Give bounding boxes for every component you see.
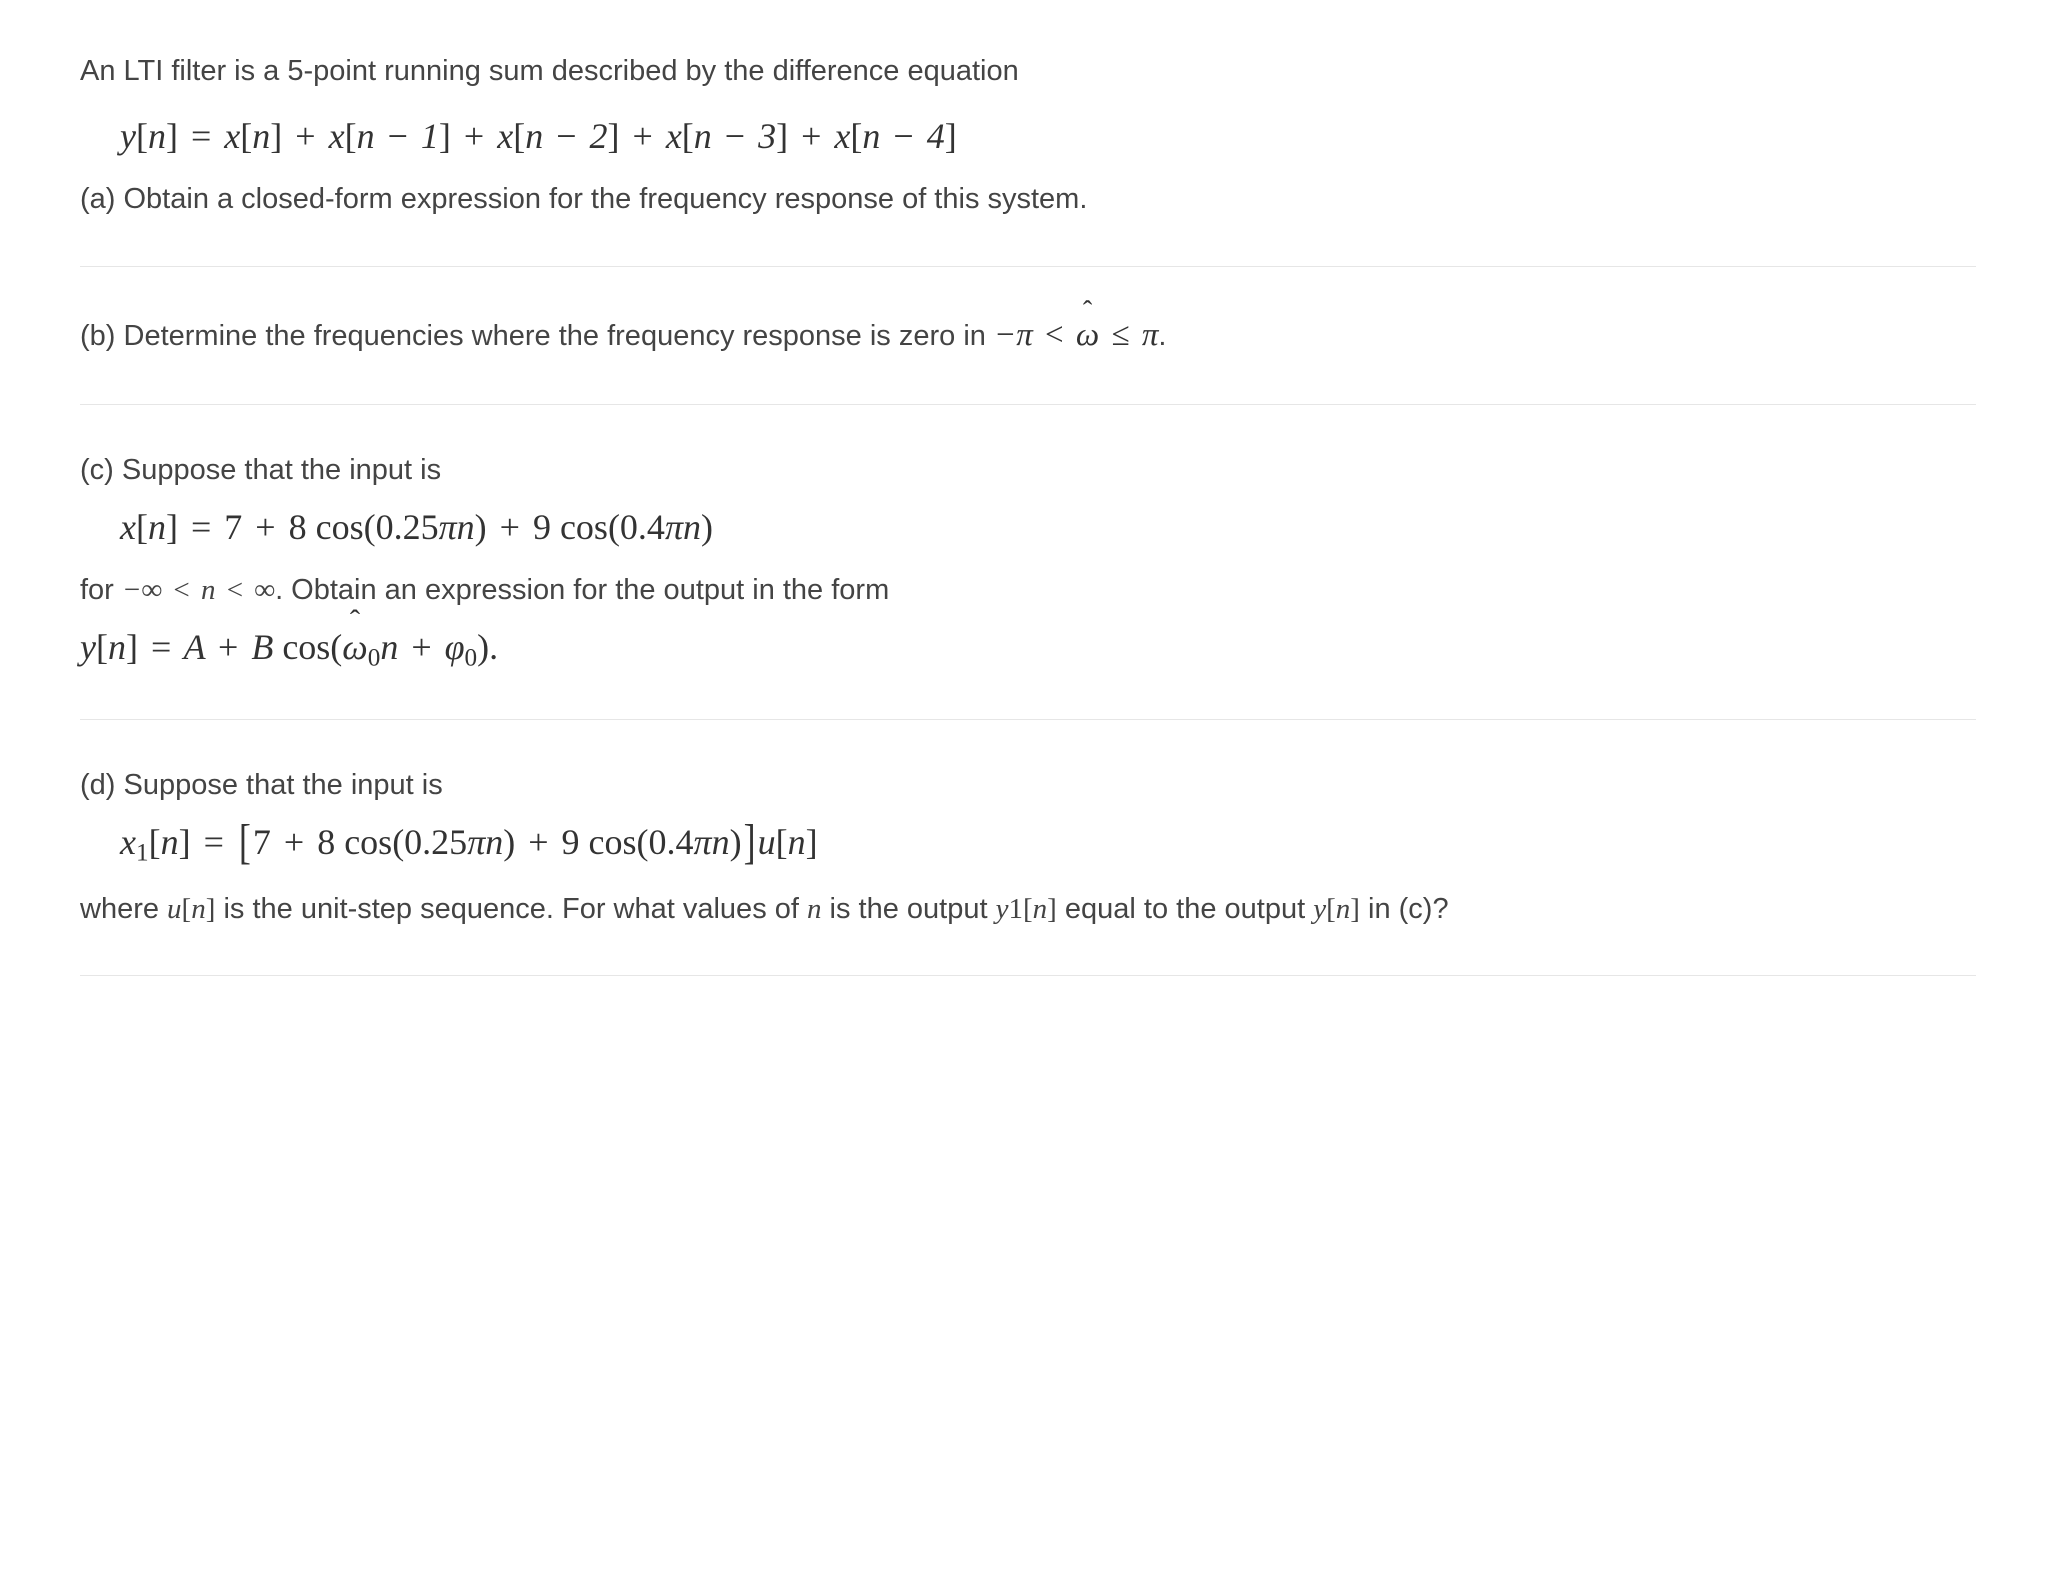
equation-difference: y[n] = x[n] + x[n − 1] + x[n − 2] + x[n … — [120, 112, 1976, 161]
part-d-tail: where u[n] is the unit-step sequence. Fo… — [80, 888, 1976, 932]
part-b-math: −π < ωˆ ≤ π — [994, 317, 1158, 353]
part-a-text: (a) Obtain a closed-form expression for … — [80, 178, 1976, 222]
separator-a-b — [80, 266, 1976, 267]
part-c-for-prefix: for — [80, 574, 122, 606]
part-d-tail-4: equal to the output — [1057, 893, 1313, 925]
part-d-tail-1: where — [80, 893, 167, 925]
part-d-tail-2: is the unit-step sequence. For what valu… — [215, 893, 807, 925]
equation-c-input: x[n] = 7 + 8 cos(0.25πn) + 9 cos(0.4πn) — [120, 503, 1976, 552]
intro-text: An LTI filter is a 5-point running sum d… — [80, 50, 1976, 94]
part-d-un: u[n] — [167, 893, 215, 925]
part-c-for-suffix: . Obtain an expression for the output in… — [275, 574, 889, 606]
part-c-for-math: −∞ < n < ∞ — [122, 574, 275, 606]
part-d-yn: y[n] — [1313, 893, 1360, 925]
separator-b-c — [80, 404, 1976, 405]
separator-c-d — [80, 719, 1976, 720]
part-d-n: n — [807, 893, 822, 925]
separator-bottom — [80, 975, 1976, 976]
part-d-tail-3: is the output — [822, 893, 996, 925]
part-c-line1: (c) Suppose that the input is — [80, 449, 1976, 493]
equation-d-input: x1[n] = [7 + 8 cos(0.25πn) + 9 cos(0.4πn… — [120, 818, 1976, 870]
part-b-prefix: (b) Determine the frequencies where the … — [80, 320, 994, 352]
part-b-text: (b) Determine the frequencies where the … — [80, 311, 1976, 361]
part-d-tail-5: in (c)? — [1360, 893, 1449, 925]
part-d-y1n: y1[n] — [996, 893, 1057, 925]
part-d-line1: (d) Suppose that the input is — [80, 764, 1976, 808]
equation-c-output: y[n] = A + B cos(ωˆ0n + φ0). — [80, 623, 1976, 675]
part-b-suffix: . — [1158, 320, 1166, 352]
part-c-for-line: for −∞ < n < ∞. Obtain an expression for… — [80, 569, 1976, 613]
